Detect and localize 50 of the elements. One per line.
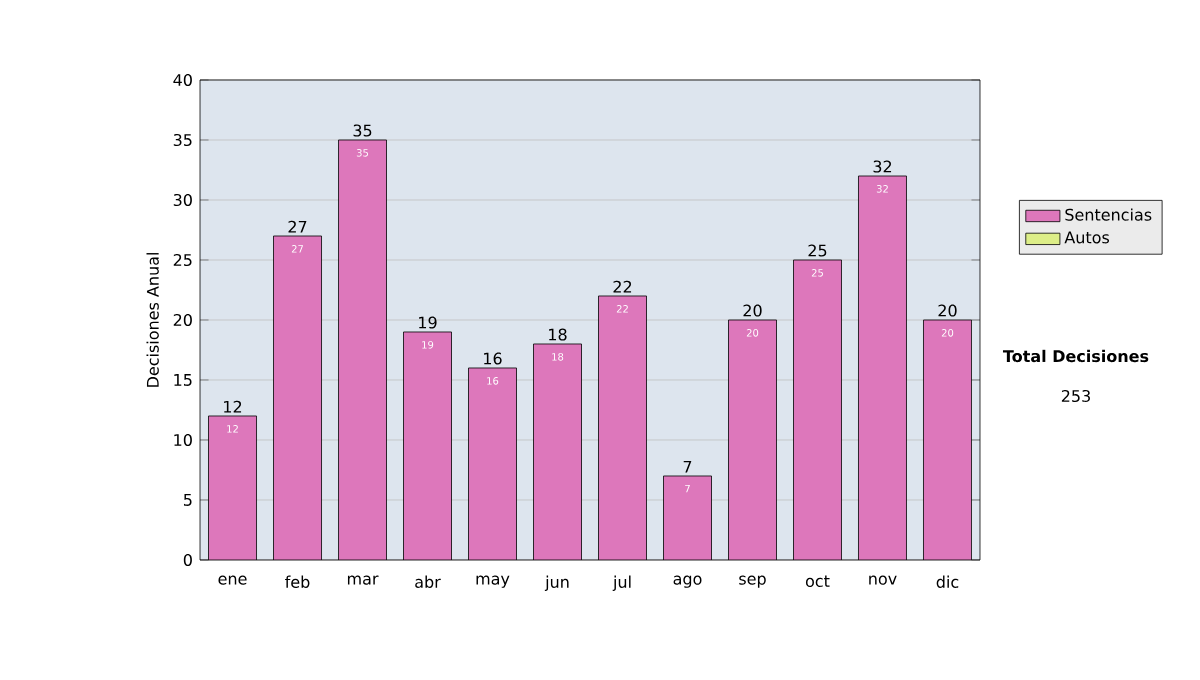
bar <box>273 235 322 560</box>
y-tick-label: 20 <box>173 313 192 327</box>
x-tick-label: jun <box>544 575 569 592</box>
x-tick-label: dic <box>936 575 959 588</box>
bar <box>728 319 777 560</box>
bar <box>793 259 842 560</box>
x-tick-label: ene <box>218 575 247 585</box>
text: 35 <box>353 124 372 137</box>
text: 22 <box>613 280 632 293</box>
x-tick-label: sep <box>739 575 766 588</box>
text: 25 <box>808 244 827 257</box>
x-tick-label: ago <box>673 575 702 588</box>
text: 20 <box>938 304 957 317</box>
text: 253 <box>1061 389 1090 403</box>
y-tick-label: 10 <box>174 433 192 447</box>
bar <box>403 331 452 560</box>
y-tick-label: 0 <box>183 553 192 567</box>
text: Total Decisiones <box>1002 349 1149 363</box>
bar <box>598 295 647 560</box>
x-tick-label: oct <box>805 575 830 588</box>
text: 32 <box>873 160 892 173</box>
bar <box>663 475 712 560</box>
x-tick-label: abr <box>415 575 441 588</box>
bar <box>338 139 387 560</box>
y-tick-label: 25 <box>173 253 192 267</box>
x-tick-label: may <box>476 575 510 588</box>
x-tick-label: mar <box>347 575 379 585</box>
text: 7 <box>683 460 692 473</box>
y-tick-label: 40 <box>173 73 192 87</box>
text: 19 <box>419 316 437 329</box>
bar <box>858 175 907 560</box>
bar <box>208 415 257 560</box>
text: 27 <box>288 220 307 233</box>
bar <box>923 319 972 560</box>
legend-label: Sentencias <box>1065 208 1152 221</box>
y-tick-label: 35 <box>173 133 192 147</box>
text: 12 <box>224 400 242 413</box>
x-tick-label: jul <box>612 575 631 592</box>
y-tick-label: 5 <box>184 494 192 506</box>
text: 16 <box>484 352 502 365</box>
bar <box>533 343 582 560</box>
x-tick-label: nov <box>869 575 897 585</box>
y-tick-label: 30 <box>173 193 192 207</box>
y-tick-label: 15 <box>174 374 192 386</box>
legend-label: Autos <box>1064 231 1110 244</box>
y-axis-title: Decisiones Anual <box>146 253 159 387</box>
bar <box>468 367 517 560</box>
text: 20 <box>743 304 762 317</box>
text: 18 <box>549 328 567 341</box>
x-tick-label: feb <box>285 575 310 588</box>
